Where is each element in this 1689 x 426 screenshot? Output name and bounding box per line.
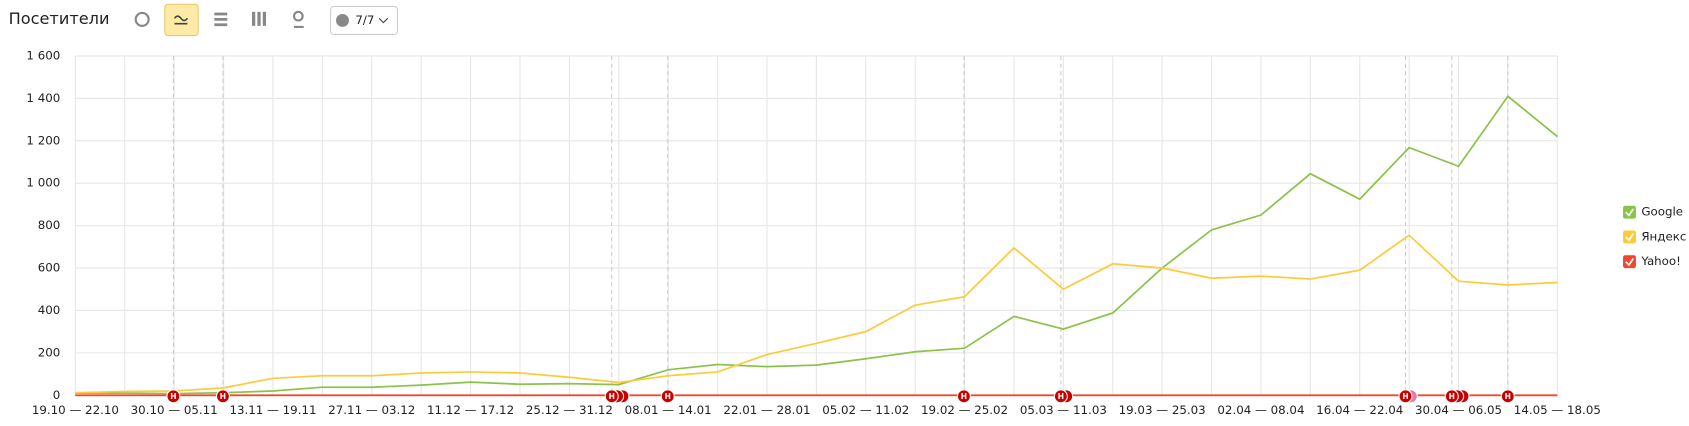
- event-marker-label: Н: [170, 392, 176, 401]
- series-line: [75, 234, 1558, 394]
- event-marker-label: Н: [1505, 392, 1511, 401]
- legend-checkbox[interactable]: [1623, 205, 1636, 219]
- event-marker-label: Н: [961, 392, 967, 401]
- x-tick-label: 30.10 — 05.11: [131, 403, 218, 417]
- event-marker-label: Н: [220, 392, 226, 401]
- x-tick-label: 02.04 — 08.04: [1217, 403, 1304, 417]
- event-marker[interactable]: [1500, 389, 1515, 404]
- legend-check: [1625, 233, 1634, 242]
- legend-label: Yahoo!: [1640, 254, 1681, 268]
- y-tick-label: 1 000: [26, 176, 60, 190]
- event-marker-label: Н: [609, 392, 615, 401]
- x-tick-label: 05.03 — 11.03: [1020, 403, 1107, 417]
- x-tick-label: 11.12 — 17.12: [427, 403, 514, 417]
- x-tick-label: 08.01 — 14.01: [625, 403, 712, 417]
- y-tick-label: 600: [38, 261, 61, 275]
- event-marker-label: Н: [665, 392, 671, 401]
- legend-check: [1625, 208, 1634, 217]
- x-tick-label: 19.10 — 22.10: [32, 403, 119, 417]
- legend-checkbox[interactable]: [1623, 255, 1636, 269]
- legend-check: [1625, 258, 1634, 267]
- event-marker[interactable]: [166, 389, 181, 404]
- x-tick-label: 19.03 — 25.03: [1119, 403, 1206, 417]
- y-tick-label: 1 600: [26, 49, 60, 63]
- filter-button-label[interactable]: 7/7: [355, 13, 374, 27]
- event-marker[interactable]: [1053, 389, 1068, 404]
- dropdown-arrow: [378, 17, 389, 24]
- legend-label: Яндекс: [1641, 229, 1686, 243]
- series-line: [75, 95, 1558, 395]
- event-marker-label: Н: [1058, 392, 1064, 401]
- y-tick-label: 200: [38, 345, 61, 359]
- filter-button[interactable]: [330, 5, 398, 36]
- x-tick-label: 27.11 — 03.12: [328, 403, 415, 417]
- event-marker[interactable]: [956, 389, 971, 404]
- event-marker[interactable]: [604, 389, 619, 404]
- y-tick-label: 800: [38, 218, 61, 232]
- comment-icon: [336, 14, 349, 27]
- title: Посетители: [9, 9, 110, 28]
- event-marker[interactable]: [1444, 389, 1459, 404]
- legend-label: Google: [1641, 205, 1683, 219]
- y-tick-label: 1 400: [26, 91, 60, 105]
- y-tick-label: 0: [53, 388, 61, 402]
- event-marker-label: Н: [1449, 392, 1455, 401]
- x-tick-label: 16.04 — 22.04: [1316, 403, 1403, 417]
- event-marker-label: Н: [1402, 392, 1408, 401]
- x-tick-label: 13.11 — 19.11: [229, 403, 316, 417]
- x-tick-label: 19.02 — 25.02: [921, 403, 1008, 417]
- event-marker[interactable]: [660, 389, 675, 404]
- event-marker[interactable]: [215, 389, 230, 404]
- legend-checkbox[interactable]: [1623, 230, 1636, 244]
- y-tick-label: 1 200: [26, 133, 60, 147]
- x-tick-label: 05.02 — 11.02: [822, 403, 909, 417]
- x-tick-label: 25.12 — 31.12: [526, 403, 613, 417]
- toolbar-icons[interactable]: [134, 3, 304, 37]
- event-marker[interactable]: [1398, 389, 1413, 404]
- x-tick-label: 22.01 — 28.01: [723, 403, 810, 417]
- x-tick-label: 30.04 — 06.05: [1415, 403, 1502, 417]
- y-tick-label: 400: [38, 303, 61, 317]
- x-tick-label: 14.05 — 18.05: [1514, 403, 1601, 417]
